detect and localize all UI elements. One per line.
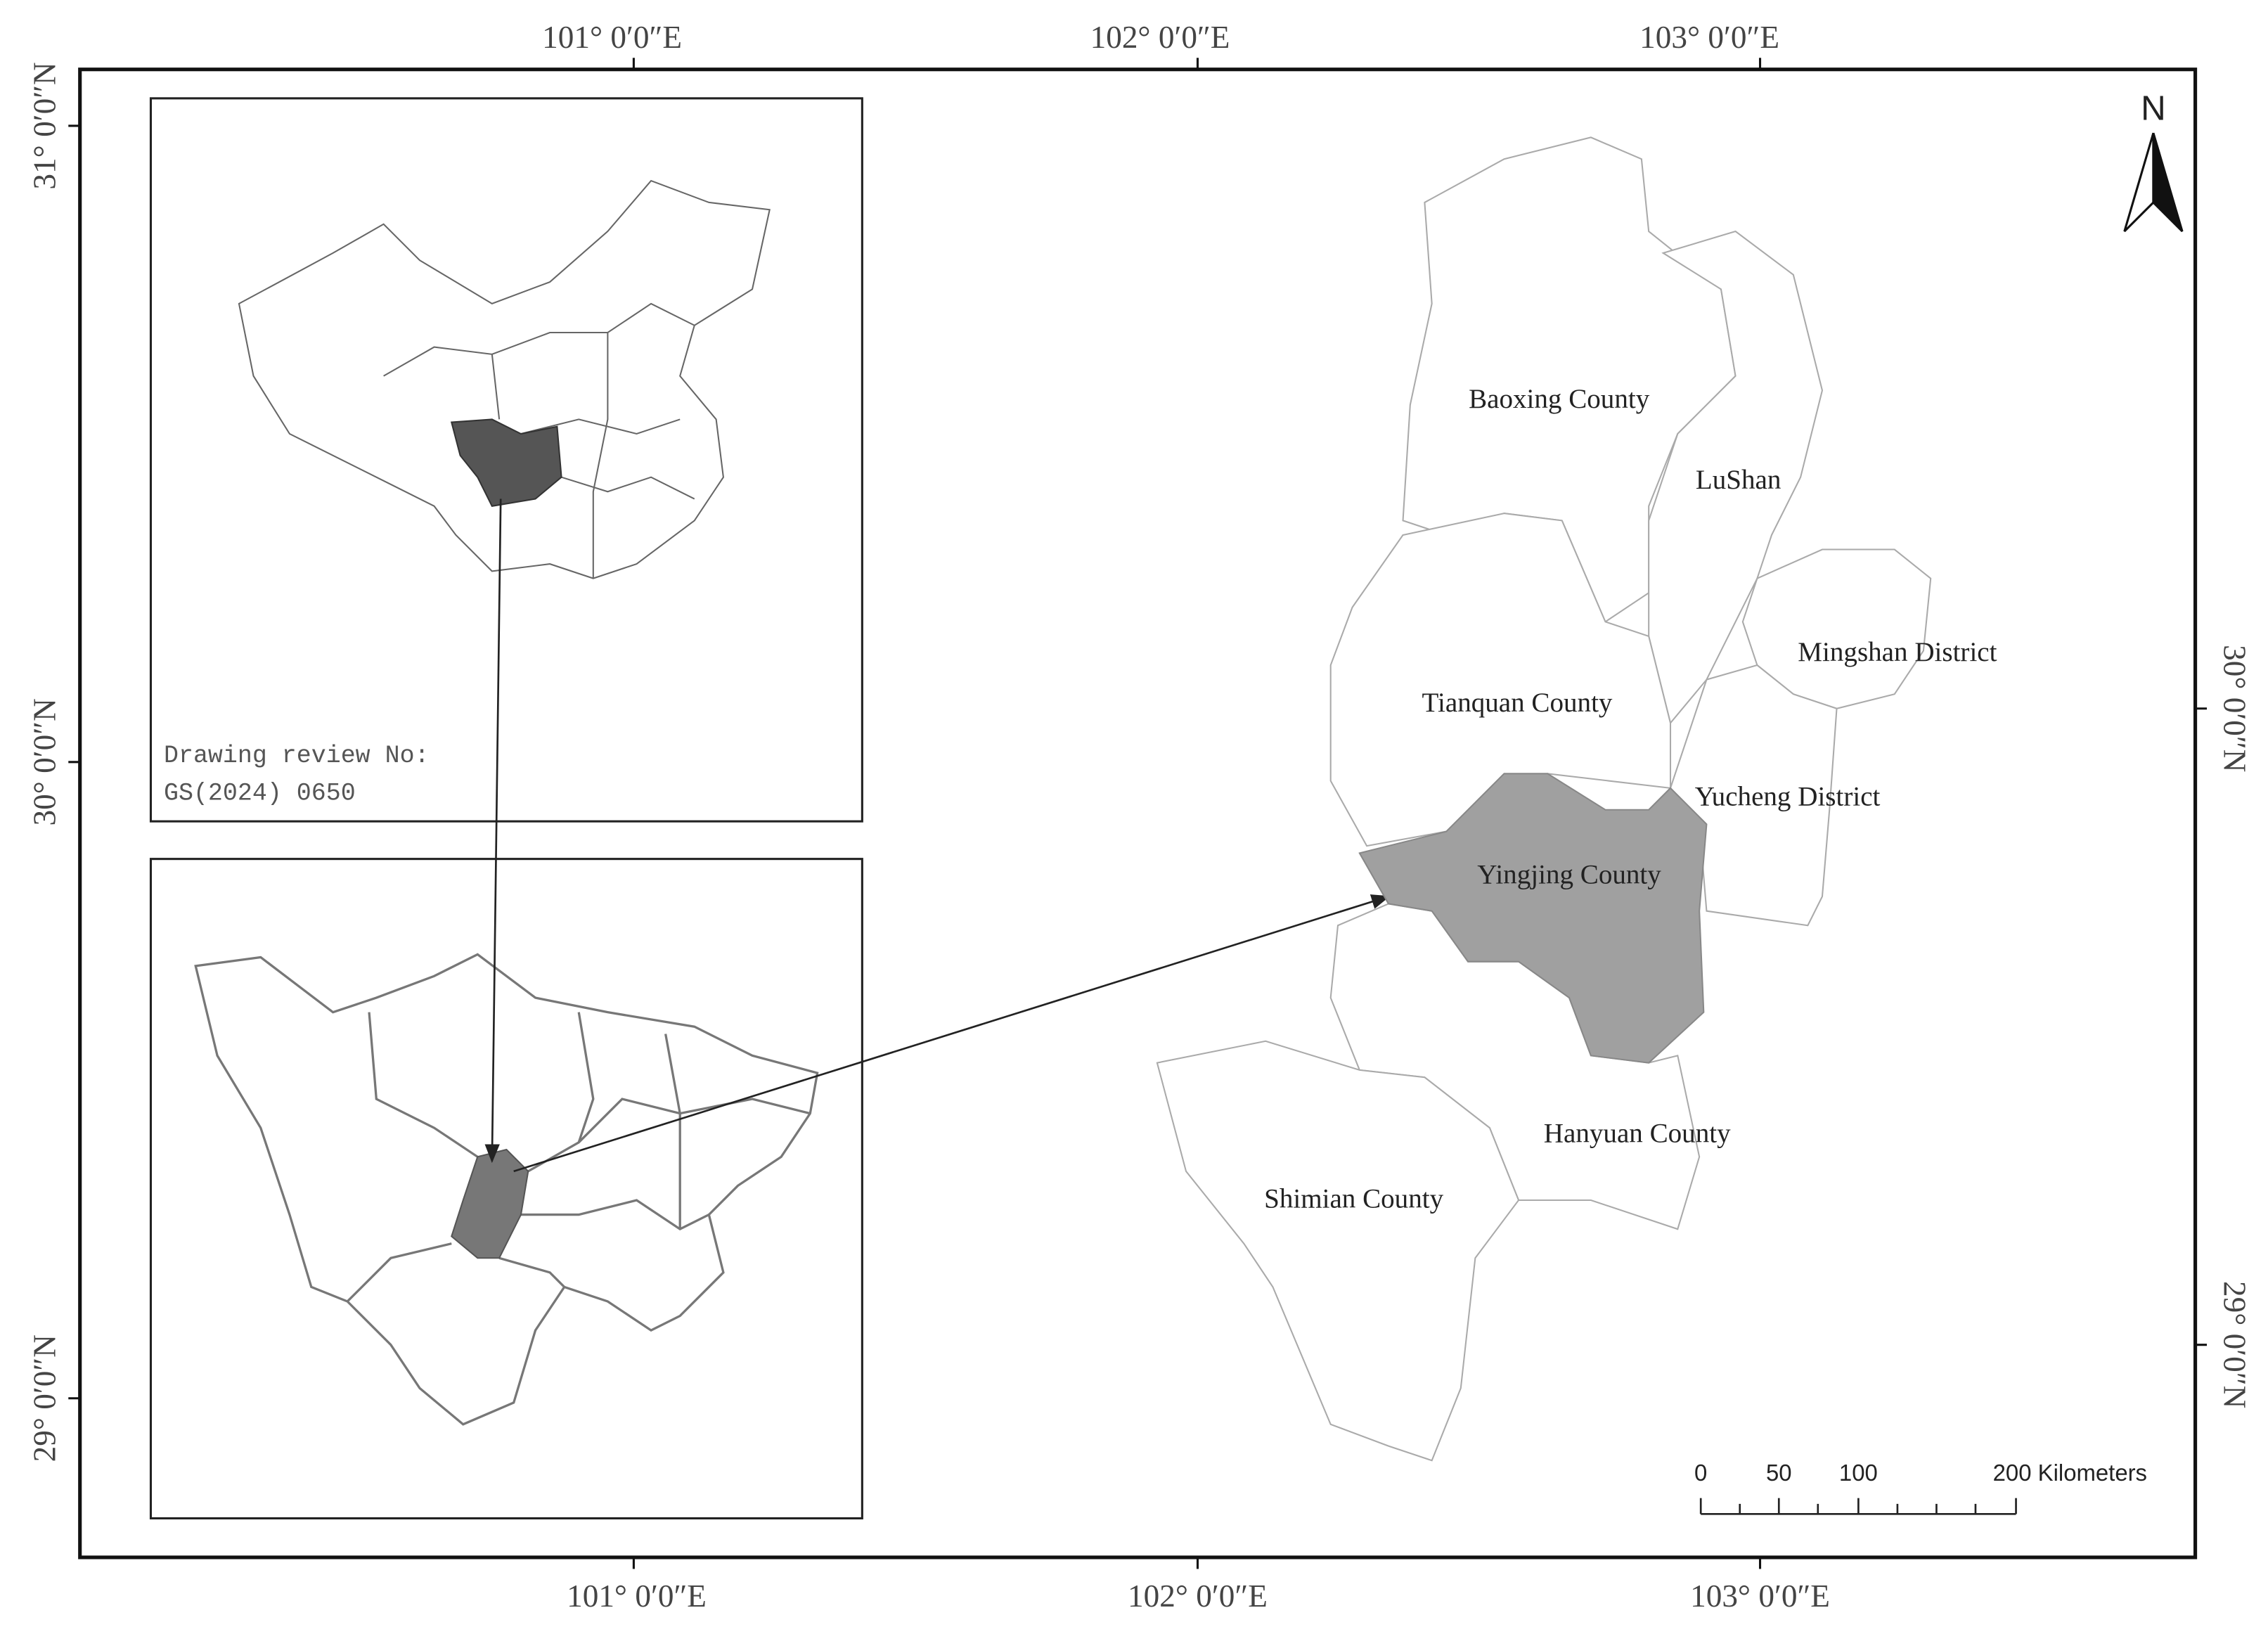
county-label: Baoxing County: [1469, 384, 1650, 414]
city-border: [498, 1256, 565, 1288]
yingjing-highlight: [1358, 773, 1708, 1064]
county-label: LuShan: [1696, 465, 1781, 495]
county-label: Yingjing County: [1477, 860, 1661, 890]
county-label: Tianquan County: [1422, 688, 1613, 718]
province-border: [592, 333, 609, 579]
province-border: [491, 354, 501, 420]
scale-label: 0: [1694, 1460, 1707, 1486]
north-arrow: [2152, 132, 2184, 233]
county-label: Yucheng District: [1695, 782, 1881, 812]
lon-label: 103° 0′0″E: [1690, 1578, 1830, 1614]
county: [1329, 513, 1672, 847]
lon-label: 101° 0′0″E: [542, 20, 682, 55]
sichuan-highlight: [450, 418, 562, 507]
review-text: GS(2024) 0650: [164, 780, 356, 807]
inset-frame: [149, 858, 863, 1520]
city-border: [527, 1098, 811, 1173]
county-label: Mingshan District: [1798, 637, 1997, 667]
lat-label: 29° 0′0″N: [27, 1334, 63, 1462]
review-text: Drawing review No:: [164, 742, 430, 770]
province-border: [520, 418, 681, 435]
scale-label: 100: [1839, 1460, 1878, 1486]
city-border: [664, 1034, 681, 1230]
province-border: [383, 302, 695, 377]
north-label: N: [2141, 89, 2166, 128]
lon-label: 103° 0′0″E: [1639, 20, 1779, 55]
map-frame: [78, 67, 2198, 1559]
lat-label: 30° 0′0″N: [27, 698, 63, 825]
city-border: [347, 1242, 452, 1303]
inset-frame: [149, 97, 863, 823]
lat-label: 29° 0′0″N: [2217, 1281, 2253, 1408]
city-border: [368, 1012, 479, 1158]
lat-label: 30° 0′0″N: [2217, 645, 2253, 772]
lon-label: 101° 0′0″E: [567, 1578, 707, 1614]
arrow: [484, 498, 502, 1164]
arrow: [513, 894, 1391, 1173]
scale-label: 200 Kilometers: [1993, 1460, 2147, 1486]
lon-label: 102° 0′0″E: [1090, 20, 1230, 55]
lon-label: 102° 0′0″E: [1128, 1578, 1268, 1614]
county: [1669, 664, 1838, 927]
county-label: Shimian County: [1264, 1183, 1443, 1214]
yaan-highlight: [451, 1148, 529, 1259]
county: [1156, 1040, 1520, 1462]
lat-label: 31° 0′0″N: [27, 62, 63, 189]
scale-bar: [1699, 1498, 2017, 1515]
north-arrow: [2123, 132, 2155, 233]
scale-label: 50: [1766, 1460, 1792, 1486]
province-border: [561, 476, 695, 500]
china-outline: [238, 179, 771, 579]
city-border: [520, 1199, 710, 1231]
county: [1741, 548, 1932, 709]
frame-ticks: [68, 58, 2208, 1569]
county-label: Hanyuan County: [1544, 1119, 1731, 1149]
city-border: [577, 1012, 595, 1143]
